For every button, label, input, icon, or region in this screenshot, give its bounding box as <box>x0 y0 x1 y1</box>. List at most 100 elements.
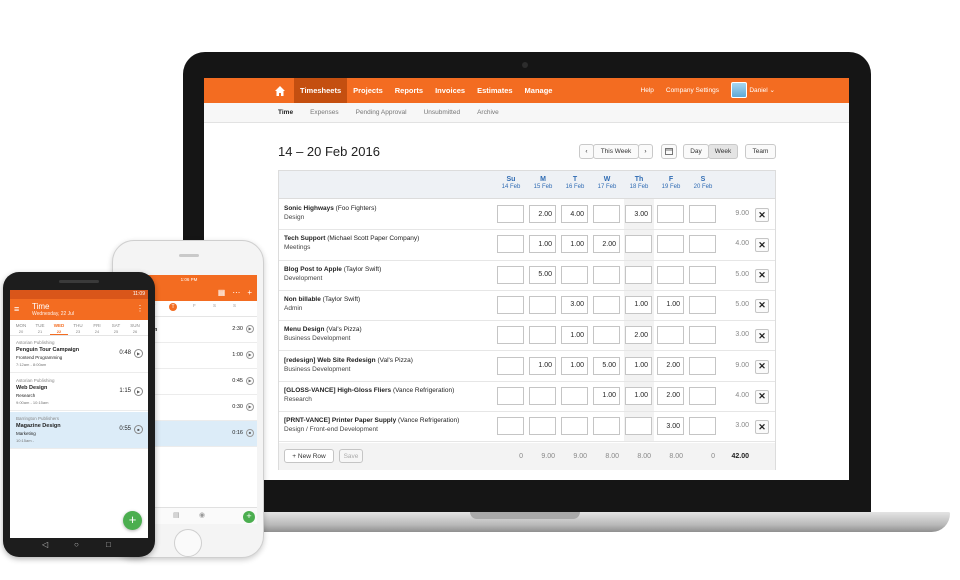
hours-input[interactable] <box>657 235 684 254</box>
menu-icon[interactable]: ≡ <box>14 304 20 314</box>
recents-icon[interactable]: □ <box>106 540 111 549</box>
android-day[interactable]: SUN 26 <box>130 323 140 334</box>
play-icon[interactable]: ▶ <box>246 351 254 359</box>
subnav-pending-approval[interactable]: Pending Approval <box>355 109 407 116</box>
nav-invoices[interactable]: Invoices <box>435 86 466 95</box>
avatar[interactable] <box>731 82 747 98</box>
this-week-button[interactable]: This Week <box>593 144 639 159</box>
iphone-day[interactable]: S <box>213 303 217 308</box>
hours-input[interactable] <box>497 235 524 254</box>
hours-input[interactable] <box>689 356 716 375</box>
hours-input[interactable] <box>689 295 716 314</box>
delete-row-button[interactable]: ✕ <box>755 420 769 435</box>
hours-input[interactable]: 1.00 <box>657 295 684 314</box>
hours-input[interactable]: 1.00 <box>529 356 556 375</box>
hours-input[interactable]: 2.00 <box>529 205 556 223</box>
help-link[interactable]: Help <box>640 87 654 94</box>
subnav-unsubmitted[interactable]: Unsubmitted <box>423 109 461 116</box>
hours-input[interactable]: 1.00 <box>561 356 588 375</box>
week-view-button[interactable]: Week <box>708 144 738 159</box>
hours-input[interactable]: 3.00 <box>625 205 652 223</box>
hours-input[interactable]: 4.00 <box>561 205 588 223</box>
delete-row-button[interactable]: ✕ <box>755 268 769 283</box>
hours-input[interactable]: 1.00 <box>529 235 556 254</box>
android-entry-selected[interactable]: Barrington Publishers Magazine Design Ma… <box>10 412 148 449</box>
hours-input[interactable]: 3.00 <box>657 417 684 436</box>
hours-input[interactable]: 5.00 <box>529 265 556 284</box>
hours-input[interactable]: 1.00 <box>625 356 652 375</box>
hours-input[interactable] <box>593 326 620 345</box>
plus-icon[interactable]: + <box>247 288 252 297</box>
hours-input[interactable] <box>561 386 588 405</box>
subnav-time[interactable]: Time <box>278 109 294 116</box>
play-icon[interactable]: ▶ <box>246 377 254 385</box>
back-icon[interactable]: ◁ <box>42 540 49 549</box>
android-day[interactable]: FRI 24 <box>93 323 101 334</box>
play-icon[interactable]: ▶ <box>134 387 143 396</box>
delete-row-button[interactable]: ✕ <box>755 359 769 374</box>
nav-manage[interactable]: Manage <box>524 86 553 95</box>
hours-input[interactable]: 2.00 <box>657 356 684 375</box>
delete-row-button[interactable]: ✕ <box>755 238 769 253</box>
hours-input[interactable] <box>657 265 684 284</box>
hours-input[interactable] <box>529 386 556 405</box>
hours-input[interactable] <box>593 265 620 284</box>
person-icon[interactable]: ◉ <box>199 512 206 519</box>
android-day[interactable]: MON 20 <box>15 323 27 334</box>
hours-input[interactable] <box>497 386 524 405</box>
nav-projects[interactable]: Projects <box>353 86 383 95</box>
nav-timesheets[interactable]: Timesheets <box>294 78 348 103</box>
hours-input[interactable] <box>625 235 652 254</box>
calendar-icon[interactable]: ▦ <box>217 288 226 297</box>
iphone-home-button[interactable] <box>174 529 202 557</box>
hours-input[interactable] <box>561 265 588 284</box>
user-menu[interactable]: Daniel ⌄ <box>749 87 775 94</box>
hours-input[interactable] <box>689 205 716 223</box>
calendar-button[interactable] <box>661 144 677 159</box>
play-icon[interactable]: ▶ <box>246 403 254 411</box>
hours-input[interactable] <box>625 417 652 436</box>
android-entry[interactable]: Astorian Publishing Web Design Research … <box>10 374 148 411</box>
subnav-expenses[interactable]: Expenses <box>310 109 339 116</box>
company-settings-link[interactable]: Company Settings <box>665 87 719 94</box>
prev-week-button[interactable]: ‹ <box>579 144 594 159</box>
nav-reports[interactable]: Reports <box>394 86 424 95</box>
hours-input[interactable] <box>497 295 524 314</box>
iphone-today[interactable]: T <box>169 303 177 311</box>
team-button[interactable]: Team <box>745 144 776 159</box>
nav-estimates[interactable]: Estimates <box>477 86 513 95</box>
document-icon[interactable]: ▤ <box>173 512 180 519</box>
more-icon[interactable]: ⋯ <box>232 288 241 297</box>
play-icon[interactable]: ▶ <box>134 349 143 358</box>
hours-input[interactable] <box>561 417 588 436</box>
hours-input[interactable] <box>689 326 716 345</box>
delete-row-button[interactable]: ✕ <box>755 329 769 344</box>
hours-input[interactable] <box>593 205 620 223</box>
android-entry[interactable]: Astorian Publishing Penguin Tour Campaig… <box>10 336 148 373</box>
delete-row-button[interactable]: ✕ <box>755 208 769 222</box>
hours-input[interactable]: 1.00 <box>593 386 620 405</box>
hours-input[interactable] <box>689 235 716 254</box>
hours-input[interactable] <box>689 417 716 436</box>
delete-row-button[interactable]: ✕ <box>755 389 769 404</box>
hours-input[interactable]: 5.00 <box>593 356 620 375</box>
hours-input[interactable]: 2.00 <box>593 235 620 254</box>
delete-row-button[interactable]: ✕ <box>755 298 769 313</box>
home-circle-icon[interactable]: ○ <box>74 540 79 549</box>
hours-input[interactable]: 3.00 <box>561 295 588 314</box>
hours-input[interactable]: 2.00 <box>657 386 684 405</box>
android-day-active[interactable]: WED 22 <box>50 323 68 335</box>
hours-input[interactable]: 1.00 <box>561 326 588 345</box>
hours-input[interactable]: 2.00 <box>625 326 652 345</box>
hours-input[interactable] <box>689 265 716 284</box>
hours-input[interactable]: 1.00 <box>625 295 652 314</box>
hours-input[interactable] <box>689 386 716 405</box>
subnav-archive[interactable]: Archive <box>477 109 499 116</box>
hours-input[interactable] <box>657 205 684 223</box>
add-entry-button[interactable]: + <box>123 511 142 530</box>
play-icon[interactable]: ▶ <box>246 325 254 333</box>
iphone-day[interactable]: S <box>233 303 237 308</box>
hours-input[interactable] <box>625 265 652 284</box>
stop-icon[interactable]: ■ <box>134 425 143 434</box>
hours-input[interactable] <box>593 417 620 436</box>
